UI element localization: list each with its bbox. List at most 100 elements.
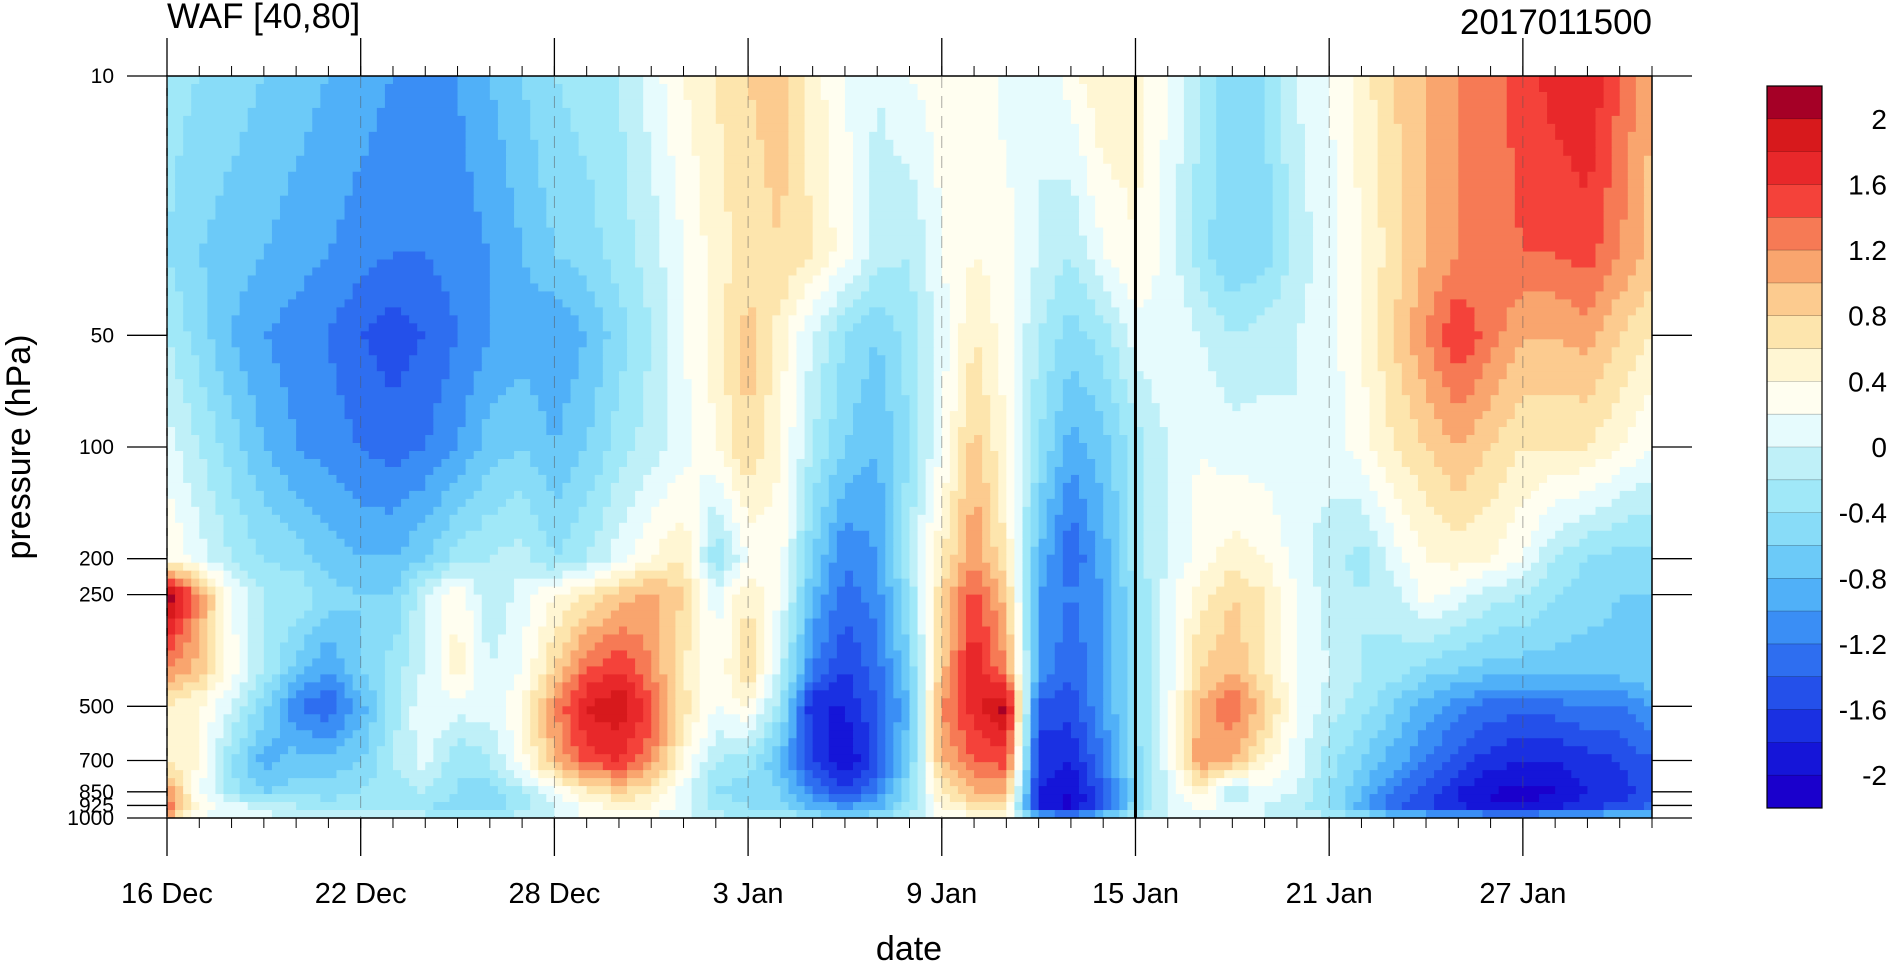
contour-cell xyxy=(167,387,184,396)
contour-cell xyxy=(965,642,983,652)
contour-cell xyxy=(1014,275,1032,285)
contour-cell xyxy=(1611,355,1637,364)
contour-cell xyxy=(1014,674,1024,683)
contour-cell xyxy=(885,562,894,572)
contour-cell xyxy=(1240,283,1282,293)
contour-cell xyxy=(812,698,862,707)
contour-cell xyxy=(933,618,943,628)
contour-cell xyxy=(861,395,886,404)
contour-cell xyxy=(1272,722,1282,731)
contour-cell xyxy=(1208,235,1274,245)
contour-cell xyxy=(917,315,935,324)
contour-cell xyxy=(538,466,572,476)
contour-cell xyxy=(1175,698,1185,707)
contour-cell xyxy=(602,363,628,372)
contour-cell xyxy=(917,554,927,564)
contour-cell xyxy=(1183,131,1201,141)
contour-cell xyxy=(772,355,790,364)
contour-cell xyxy=(360,666,386,675)
contour-cell xyxy=(667,578,693,588)
contour-cell xyxy=(336,315,378,324)
contour-cell xyxy=(433,562,451,572)
contour-cell xyxy=(941,203,1016,213)
contour-cell xyxy=(167,427,176,436)
contour-cell xyxy=(917,347,935,356)
contour-cell xyxy=(1547,91,1605,101)
contour-cell xyxy=(376,315,410,324)
contour-cell xyxy=(441,626,475,636)
contour-cell xyxy=(723,307,749,316)
contour-cell xyxy=(925,618,935,628)
contour-cell xyxy=(893,666,903,675)
contour-cell xyxy=(263,554,313,564)
contour-cell xyxy=(990,714,1007,723)
contour-cell xyxy=(1643,450,1652,460)
contour-cell xyxy=(1296,706,1322,715)
contour-cell xyxy=(861,714,878,723)
contour-cell xyxy=(707,363,725,372)
contour-cell xyxy=(1143,538,1169,548)
contour-cell xyxy=(263,602,313,612)
contour-cell xyxy=(1547,602,1613,612)
contour-cell xyxy=(925,490,935,500)
contour-cell xyxy=(263,706,281,715)
contour-cell xyxy=(1022,363,1040,372)
contour-cell xyxy=(788,690,798,699)
contour-cell xyxy=(1345,387,1371,396)
contour-cell xyxy=(796,339,814,348)
contour-cell xyxy=(1353,179,1379,189)
contour-cell xyxy=(1038,450,1048,460)
contour-cell xyxy=(449,586,467,596)
contour-cell xyxy=(869,131,886,141)
contour-cell xyxy=(917,578,927,588)
contour-cell xyxy=(1450,395,1467,404)
contour-cell xyxy=(344,203,475,213)
contour-cell xyxy=(465,155,507,165)
contour-cell xyxy=(231,618,249,628)
contour-cell xyxy=(223,450,249,460)
contour-cell xyxy=(731,219,773,229)
contour-cell xyxy=(1555,714,1637,723)
contour-cell xyxy=(893,682,903,691)
contour-cell xyxy=(183,578,192,588)
contour-cell xyxy=(1183,706,1193,715)
contour-cell xyxy=(885,522,894,532)
contour-cell xyxy=(1450,474,1467,484)
contour-cell xyxy=(1087,674,1104,683)
contour-cell xyxy=(828,355,846,364)
contour-cell xyxy=(320,99,386,109)
contour-cell xyxy=(1103,363,1120,372)
contour-cell xyxy=(1256,315,1306,324)
contour-cell xyxy=(1143,466,1169,476)
contour-cell xyxy=(1635,107,1652,117)
contour-cell xyxy=(1345,427,1371,436)
contour-cell xyxy=(465,602,483,612)
contour-cell xyxy=(941,395,959,404)
contour-cell xyxy=(844,76,911,85)
contour-cell xyxy=(336,690,346,699)
contour-cell xyxy=(901,355,919,364)
contour-cell xyxy=(965,674,991,683)
contour-cell xyxy=(804,179,830,189)
contour-cell xyxy=(1070,722,1088,731)
contour-cell xyxy=(965,578,983,588)
contour-cell xyxy=(957,403,967,412)
contour-cell xyxy=(1111,658,1129,668)
contour-cell xyxy=(772,331,790,340)
contour-cell xyxy=(328,243,491,253)
contour-cell xyxy=(941,498,951,508)
contour-cell xyxy=(231,339,273,348)
contour-cell xyxy=(667,363,685,372)
contour-cell xyxy=(1135,195,1161,205)
contour-cell xyxy=(1078,379,1112,388)
contour-cell xyxy=(1595,147,1613,157)
contour-cell xyxy=(167,435,176,444)
contour-cell xyxy=(982,666,999,675)
contour-cell xyxy=(1191,203,1217,213)
contour-cell xyxy=(1264,155,1282,165)
contour-cell xyxy=(586,626,620,636)
contour-cell xyxy=(175,195,217,205)
contour-cell xyxy=(304,283,354,293)
contour-cell xyxy=(1159,195,1177,205)
contour-cell xyxy=(215,427,241,436)
